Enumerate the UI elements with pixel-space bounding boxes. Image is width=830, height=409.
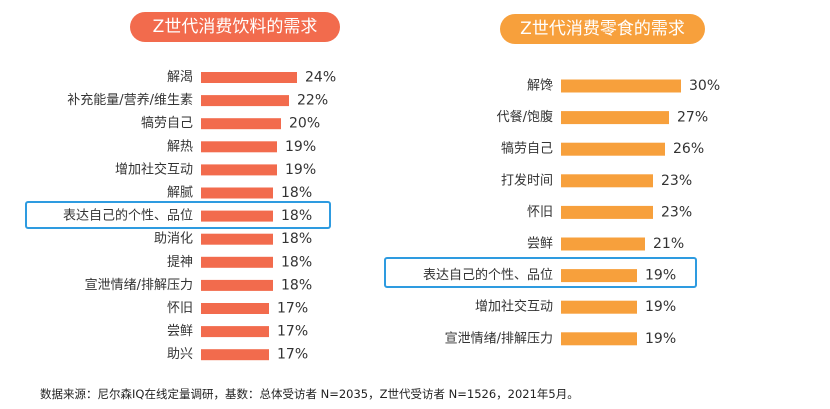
snacks-chart: 解馋 30% 代餐/饱腹 27% 犒劳自己 26% 打发时间 23% 怀旧 23% 尝鲜 21% 表达自… bbox=[384, 78, 720, 347]
snacks-value-label: 19% bbox=[645, 299, 676, 315]
snacks-value-label: 23% bbox=[661, 173, 692, 189]
snacks-category-label: 怀旧 bbox=[527, 205, 553, 220]
source-note: 数据来源：尼尔森IQ在线定量调研，基数：总体受访者 N=2035，Z世代受访者 … bbox=[40, 387, 579, 401]
drinks-bar bbox=[201, 210, 273, 222]
drinks-highlight-box bbox=[25, 201, 331, 229]
snacks-value-label: 30% bbox=[689, 78, 720, 94]
drinks-value-label: 18% bbox=[281, 231, 312, 247]
drinks-category-label: 表达自己的个性、品位 bbox=[63, 208, 193, 224]
snacks-highlight-box bbox=[384, 257, 697, 288]
snacks-value-label: 19% bbox=[645, 331, 676, 347]
drinks-bar bbox=[201, 141, 277, 153]
snacks-bar bbox=[561, 142, 665, 156]
drinks-category-label: 解腻 bbox=[167, 186, 193, 201]
drinks-bar bbox=[201, 164, 277, 176]
snacks-category-label: 表达自己的个性、品位 bbox=[423, 267, 553, 283]
drinks-bar bbox=[201, 95, 289, 107]
snacks-value-label: 27% bbox=[677, 110, 708, 126]
drinks-category-label: 助消化 bbox=[154, 232, 193, 247]
drinks-bar bbox=[201, 279, 273, 291]
snacks-bar bbox=[561, 174, 653, 188]
drinks-bar bbox=[201, 187, 273, 199]
drinks-category-label: 犒劳自己 bbox=[141, 115, 193, 131]
drinks-value-label: 18% bbox=[281, 185, 312, 201]
snacks-bar bbox=[561, 269, 637, 283]
snacks-category-label: 尝鲜 bbox=[527, 237, 553, 252]
drinks-category-label: 解渴 bbox=[167, 70, 193, 85]
drinks-category-label: 怀旧 bbox=[167, 301, 193, 316]
drinks-category-label: 补充能量/营养/维生素 bbox=[67, 92, 193, 108]
drinks-bar bbox=[201, 326, 269, 338]
drinks-bar bbox=[201, 233, 273, 245]
snacks-chart-title: Z世代消费零食的需求 bbox=[500, 14, 705, 44]
drinks-value-label: 22% bbox=[297, 93, 328, 109]
drinks-category-label: 尝鲜 bbox=[167, 324, 193, 339]
snacks-value-label: 26% bbox=[673, 141, 704, 157]
snacks-value-label: 21% bbox=[653, 236, 684, 252]
drinks-value-label: 24% bbox=[305, 70, 336, 86]
drinks-bar bbox=[201, 118, 281, 130]
snacks-bar bbox=[561, 79, 681, 93]
drinks-value-label: 17% bbox=[277, 347, 308, 363]
drinks-category-label: 增加社交互动 bbox=[115, 161, 193, 177]
snacks-bar bbox=[561, 332, 637, 346]
drinks-category-label: 宣泄情绪/排解压力 bbox=[85, 277, 193, 293]
drinks-bar bbox=[201, 349, 269, 361]
snacks-bar bbox=[561, 300, 637, 314]
drinks-value-label: 17% bbox=[277, 301, 308, 317]
snacks-category-label: 宣泄情绪/排解压力 bbox=[445, 330, 553, 346]
snacks-category-label: 打发时间 bbox=[501, 172, 553, 188]
drinks-bar bbox=[201, 256, 273, 268]
snacks-category-label: 解馋 bbox=[527, 79, 553, 94]
snacks-value-label: 23% bbox=[661, 204, 692, 220]
drinks-value-label: 20% bbox=[289, 116, 320, 132]
drinks-bar bbox=[201, 72, 297, 83]
drinks-category-label: 解热 bbox=[167, 139, 193, 154]
snacks-value-label: 19% bbox=[645, 268, 676, 284]
drinks-value-label: 17% bbox=[277, 324, 308, 340]
drinks-value-label: 18% bbox=[281, 208, 312, 224]
snacks-bar bbox=[561, 111, 669, 125]
drinks-category-label: 提神 bbox=[167, 254, 193, 270]
drinks-chart-title: Z世代消费饮料的需求 bbox=[130, 12, 340, 42]
drinks-bar bbox=[201, 303, 269, 314]
drinks-category-label: 助兴 bbox=[167, 347, 193, 362]
drinks-chart: 解渴 24% 补充能量/营养/维生素 22% 犒劳自己 20% 解热 19% 增加社交互动 19%… bbox=[25, 70, 336, 363]
snacks-bar bbox=[561, 205, 653, 219]
drinks-value-label: 18% bbox=[281, 254, 312, 270]
drinks-value-label: 18% bbox=[281, 277, 312, 293]
drinks-value-label: 19% bbox=[285, 162, 316, 178]
snacks-category-label: 增加社交互动 bbox=[475, 299, 553, 315]
snacks-category-label: 代餐/饱腹 bbox=[497, 109, 553, 125]
snacks-bar bbox=[561, 237, 645, 251]
drinks-value-label: 19% bbox=[285, 139, 316, 155]
snacks-category-label: 犒劳自己 bbox=[501, 141, 553, 157]
